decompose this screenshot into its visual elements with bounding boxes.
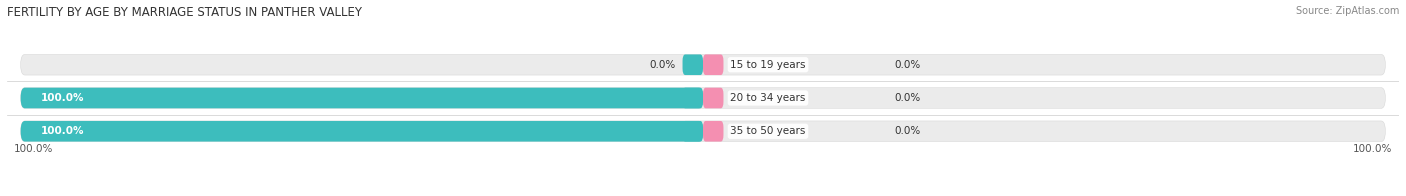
FancyBboxPatch shape (703, 54, 724, 75)
Text: Source: ZipAtlas.com: Source: ZipAtlas.com (1295, 6, 1399, 16)
FancyBboxPatch shape (682, 121, 703, 142)
FancyBboxPatch shape (21, 88, 1385, 108)
Text: 100.0%: 100.0% (41, 93, 84, 103)
Text: 0.0%: 0.0% (650, 60, 676, 70)
Text: 0.0%: 0.0% (894, 93, 921, 103)
Text: 100.0%: 100.0% (14, 144, 53, 154)
FancyBboxPatch shape (682, 88, 703, 108)
FancyBboxPatch shape (21, 121, 1385, 142)
Text: 100.0%: 100.0% (1353, 144, 1392, 154)
FancyBboxPatch shape (682, 54, 703, 75)
Text: 20 to 34 years: 20 to 34 years (730, 93, 806, 103)
FancyBboxPatch shape (703, 88, 724, 108)
FancyBboxPatch shape (21, 54, 1385, 75)
Text: FERTILITY BY AGE BY MARRIAGE STATUS IN PANTHER VALLEY: FERTILITY BY AGE BY MARRIAGE STATUS IN P… (7, 6, 361, 19)
FancyBboxPatch shape (21, 88, 703, 108)
Text: 100.0%: 100.0% (41, 126, 84, 136)
Text: 0.0%: 0.0% (894, 60, 921, 70)
FancyBboxPatch shape (21, 121, 703, 142)
FancyBboxPatch shape (703, 121, 724, 142)
Text: 0.0%: 0.0% (894, 126, 921, 136)
Text: 35 to 50 years: 35 to 50 years (730, 126, 806, 136)
Text: 15 to 19 years: 15 to 19 years (730, 60, 806, 70)
